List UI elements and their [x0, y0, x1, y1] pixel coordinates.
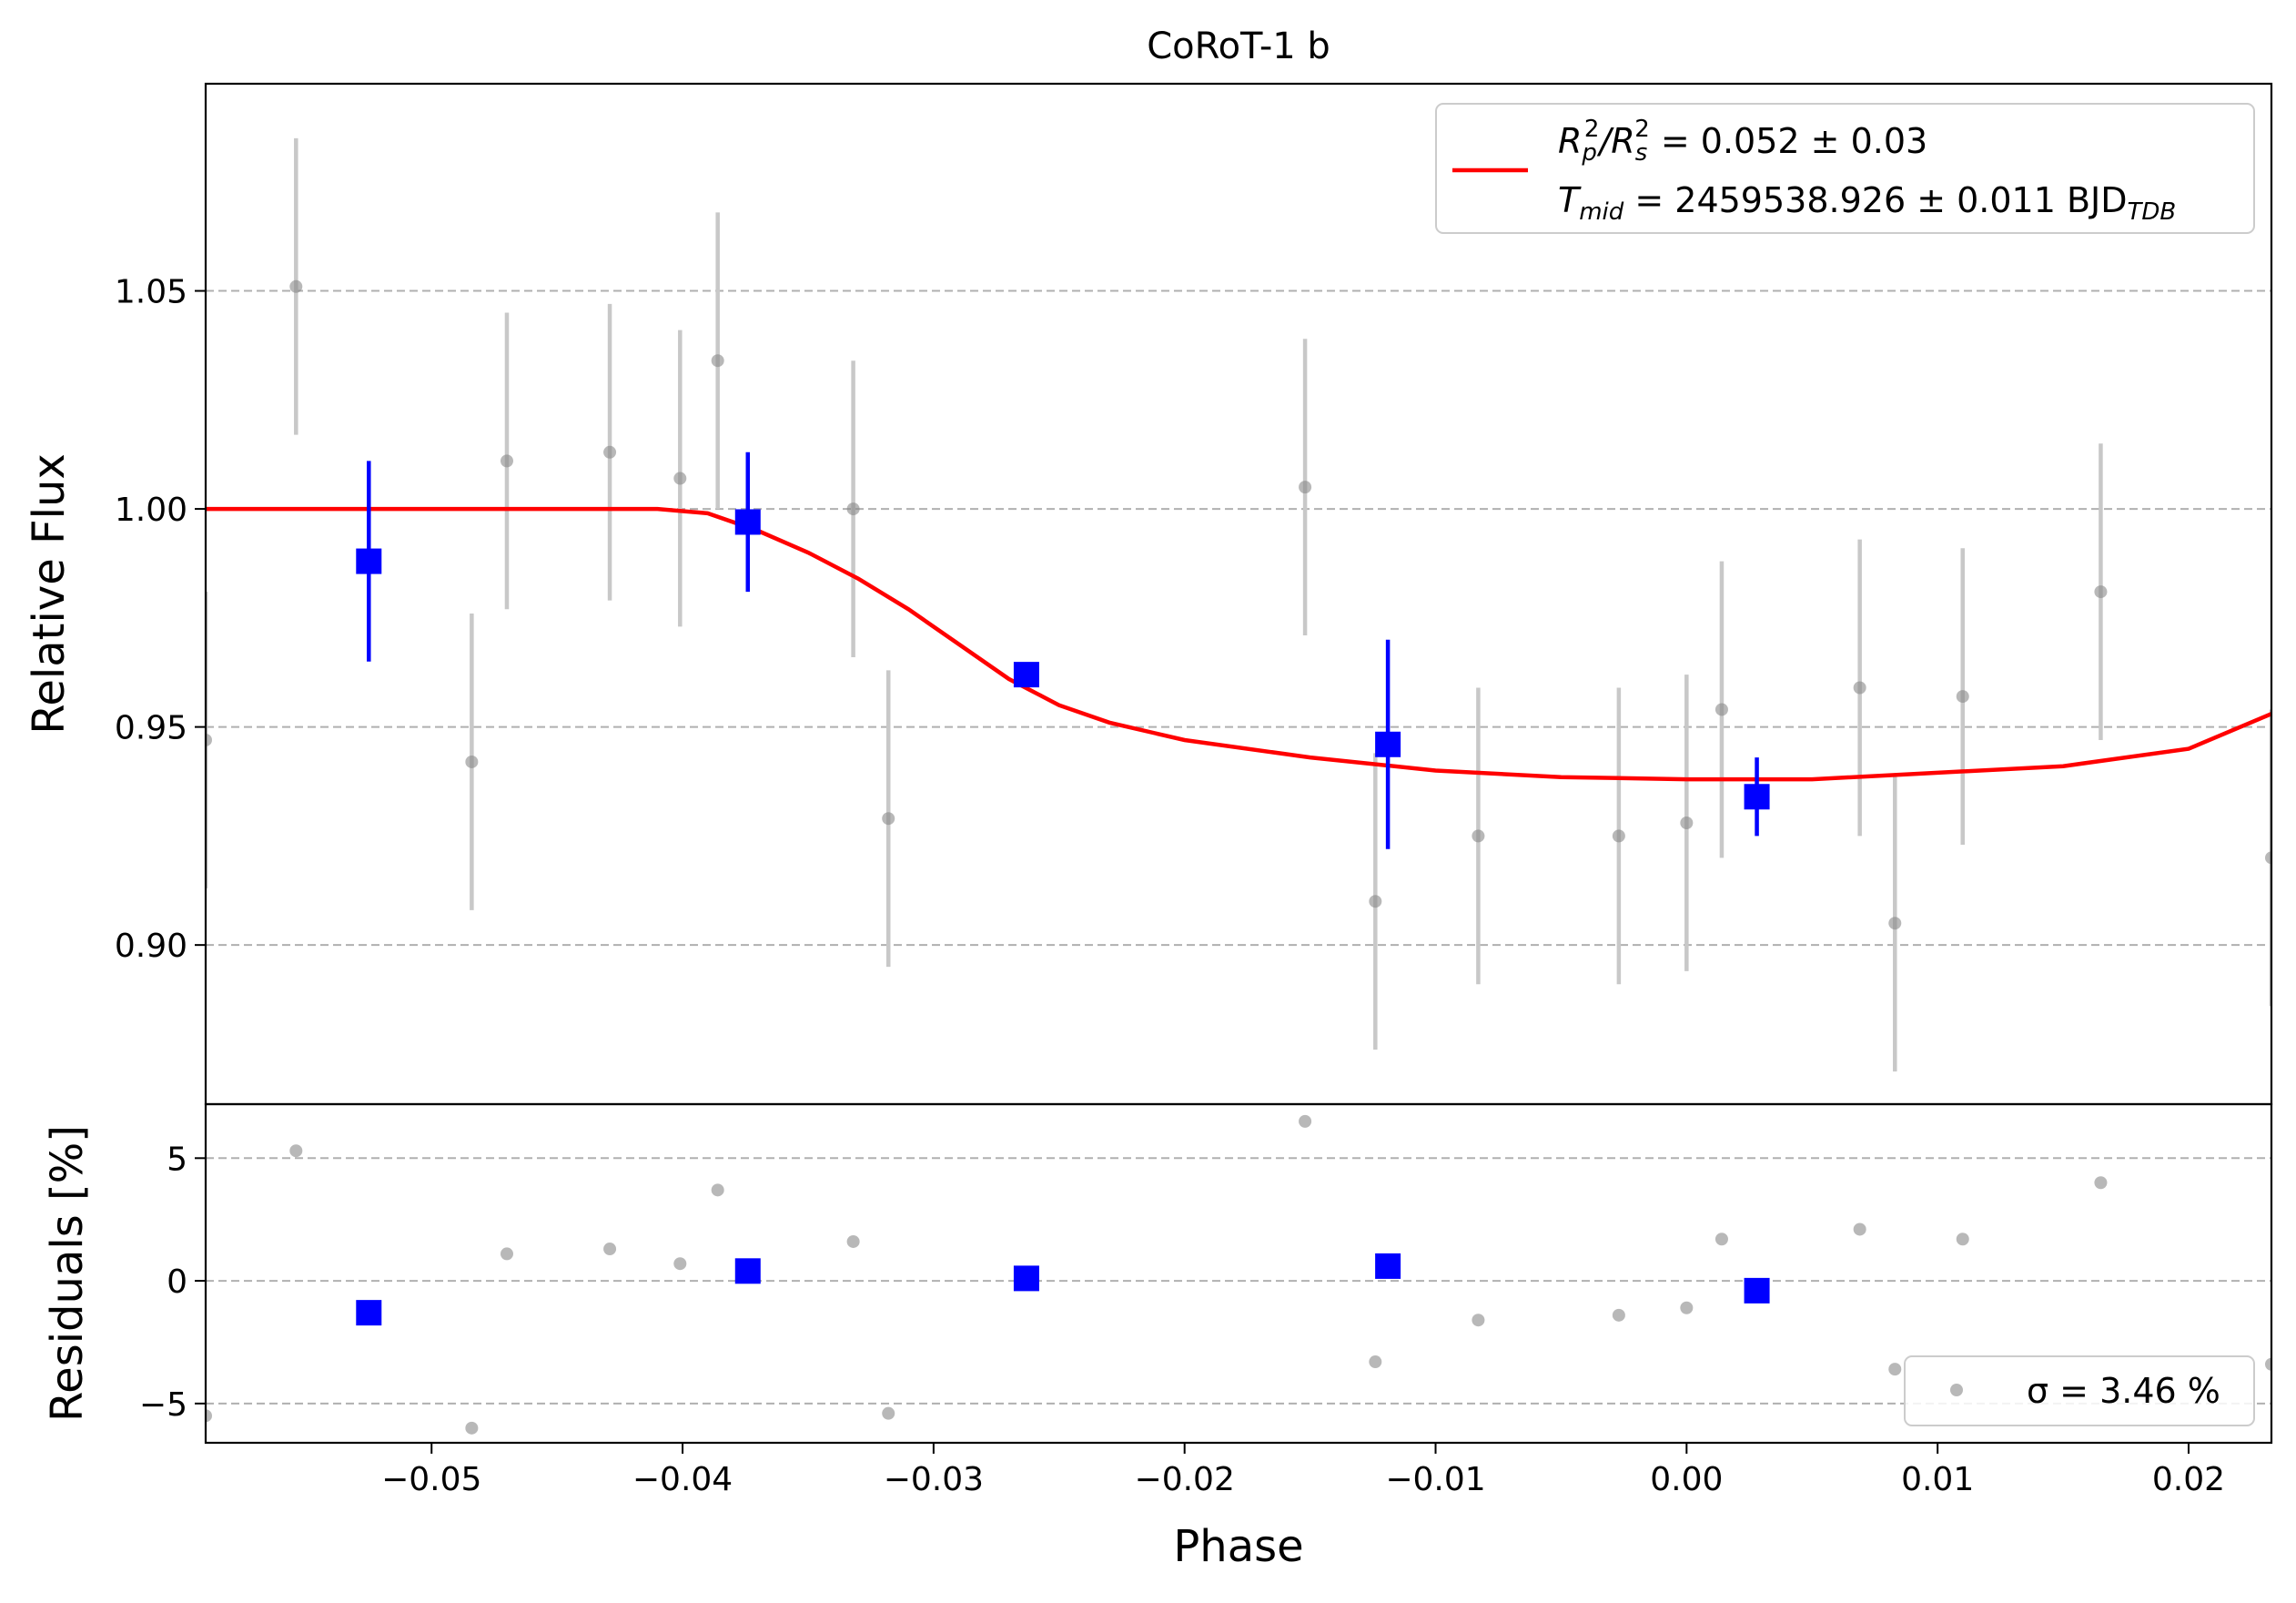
raw-point	[2265, 851, 2271, 865]
top-legend: Rp2/Rs2 = 0.052 ± 0.03 Tmid = 2459538.92…	[1435, 103, 2255, 234]
bottom-legend-box	[1904, 1355, 2255, 1426]
raw-point	[1369, 895, 1382, 908]
bottom-y-axis-label: Residuals [%]	[42, 1125, 93, 1422]
raw-point	[289, 279, 303, 293]
top-y-axis-label: Relative Flux	[24, 453, 75, 735]
residual-binned-point	[734, 1258, 761, 1284]
residual-raw-point	[500, 1247, 513, 1261]
residual-raw-point	[711, 1183, 724, 1197]
bottom-binned-points	[356, 1253, 1770, 1326]
x-tick-label: 0.01	[1901, 1461, 1974, 1498]
residual-raw-point	[1888, 1363, 1902, 1376]
top-y-tick-label: 0.90	[115, 928, 187, 965]
bottom-raw-points	[206, 1114, 2271, 1435]
x-tick-label: −0.05	[381, 1461, 481, 1498]
raw-point	[846, 502, 860, 516]
bottom-legend: σ = 3.46 %	[1904, 1355, 2255, 1426]
residual-raw-point	[1680, 1301, 1694, 1314]
residuals-panel: −5 0 5 −0.05 −0.04 −0.03 −0.02 −0.01 0.00 0.01 0.…	[42, 1102, 2273, 1572]
bottom-y-tick-label: 0	[167, 1263, 187, 1301]
raw-point	[465, 755, 479, 768]
top-y-ticks: 0.90 0.95 1.00 1.05	[115, 274, 206, 965]
x-axis-label: Phase	[1173, 1521, 1303, 1572]
x-tick-label: −0.04	[632, 1461, 733, 1498]
binned-point	[1013, 662, 1039, 688]
x-tick-label: −0.01	[1385, 1461, 1485, 1498]
residual-binned-point	[1744, 1277, 1770, 1304]
residual-raw-point	[846, 1234, 860, 1248]
residual-raw-point	[673, 1257, 687, 1271]
x-ticks: −0.05 −0.04 −0.03 −0.02 −0.01 0.00 0.01 0.02	[381, 1443, 2225, 1498]
chart-title: CoRoT-1 b	[1147, 25, 1330, 67]
raw-point	[2094, 585, 2108, 599]
residual-raw-point	[1369, 1355, 1382, 1369]
raw-point	[603, 445, 617, 459]
raw-point	[206, 733, 212, 746]
raw-point	[673, 472, 687, 485]
legend-sigma-label: σ = 3.46 %	[2027, 1371, 2220, 1411]
residual-raw-point	[1472, 1314, 1485, 1327]
legend-residual-marker	[1950, 1384, 1963, 1396]
top-y-tick-label: 1.05	[115, 274, 187, 311]
raw-point	[1714, 703, 1728, 716]
residual-raw-point	[1956, 1233, 1969, 1246]
residual-raw-point	[603, 1243, 617, 1256]
raw-point	[711, 354, 724, 368]
residual-binned-point	[356, 1300, 382, 1326]
bottom-y-ticks: −5 0 5	[139, 1141, 206, 1424]
top-y-tick-label: 1.00	[115, 492, 187, 529]
residual-raw-point	[882, 1406, 895, 1420]
binned-point	[1375, 731, 1401, 757]
x-tick-label: 0.02	[2152, 1461, 2225, 1498]
raw-point	[882, 812, 895, 826]
top-y-tick-label: 0.95	[115, 710, 187, 747]
x-tick-label: −0.02	[1135, 1461, 1235, 1498]
binned-point	[356, 548, 382, 574]
bottom-axes-frame	[204, 1102, 2273, 1445]
residual-raw-point	[465, 1421, 479, 1435]
residual-raw-point	[289, 1144, 303, 1158]
transit-model-line	[206, 506, 2271, 782]
raw-point	[1472, 829, 1485, 843]
residual-raw-point	[206, 1409, 212, 1423]
raw-point	[1853, 681, 1866, 695]
x-tick-label: 0.00	[1650, 1461, 1723, 1498]
bottom-y-tick-label: 5	[167, 1141, 187, 1178]
raw-point	[1612, 829, 1625, 843]
legend-tmid-label: Tmid = 2459538.926 ± 0.011 BJDTDB	[1558, 180, 2176, 226]
binned-point	[1744, 784, 1770, 810]
legend-depth-label: Rp2/Rs2 = 0.052 ± 0.03	[1558, 116, 1927, 167]
residual-raw-point	[1714, 1233, 1728, 1246]
residual-binned-point	[1375, 1253, 1401, 1279]
raw-point	[1680, 817, 1694, 830]
residual-binned-point	[1013, 1265, 1039, 1292]
residual-raw-point	[1612, 1308, 1625, 1322]
raw-point	[1956, 690, 1969, 704]
residual-raw-point	[2265, 1357, 2271, 1371]
raw-point	[500, 454, 513, 468]
raw-point	[1888, 917, 1902, 930]
top-binned-points	[356, 451, 1770, 849]
residual-raw-point	[1299, 1114, 1312, 1128]
residual-raw-point	[1853, 1223, 1866, 1236]
x-tick-label: −0.03	[884, 1461, 984, 1498]
top-raw-points	[206, 137, 2271, 1072]
residual-raw-point	[2094, 1176, 2108, 1190]
binned-point	[734, 509, 761, 535]
bottom-y-tick-label: −5	[139, 1386, 187, 1424]
raw-point	[1299, 481, 1312, 494]
top-legend-box	[1435, 103, 2255, 234]
light-curve-panel: 0.90 0.95 1.00 1.05 Relative Flux Rp2/Rs2 =…	[24, 82, 2273, 1106]
